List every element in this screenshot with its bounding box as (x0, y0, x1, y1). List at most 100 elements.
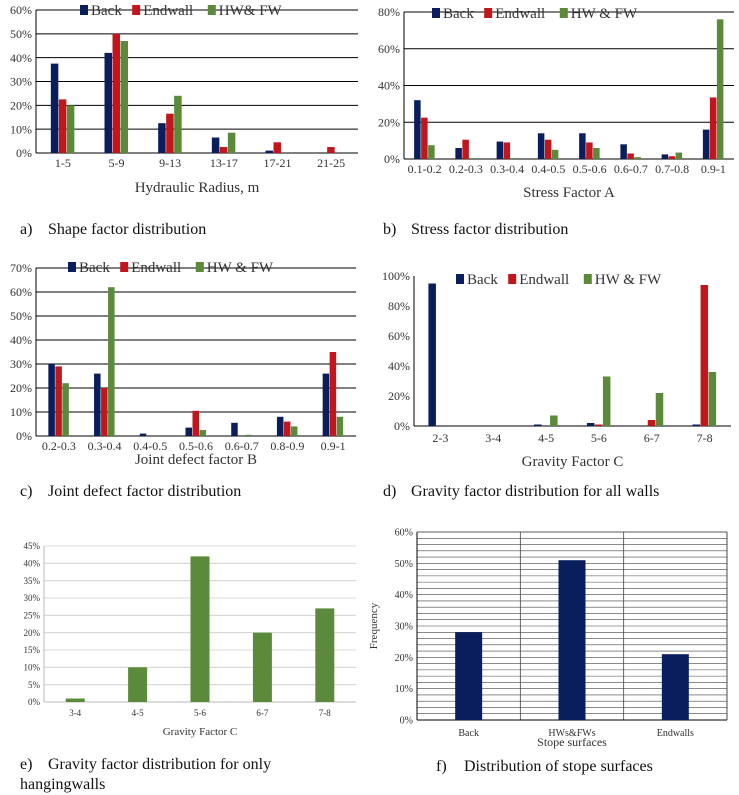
chart-stress-factor: 0% 20% 40% 60% 80% 0.1-0.2 0.2-0.3 0.3-0.4 0.4-0… (378, 5, 734, 201)
bar-hw-fw-7-8 (708, 372, 717, 426)
x-tick-label: 0.6-0.7 (614, 162, 648, 176)
bar-hw-fw-4-5 (550, 415, 558, 426)
bar-back-0-9-1 (322, 373, 330, 436)
x-tick-label: 0.6-0.7 (225, 439, 259, 453)
x-axis-title: Gravity Factor C (163, 726, 238, 738)
y-tick-label: 100% (382, 269, 410, 283)
y-tick-label: 0% (16, 146, 32, 160)
x-tick-label: 7-8 (319, 708, 331, 718)
legend-label-endwall: Endwall (519, 272, 569, 288)
caption-tag: d) (383, 483, 397, 500)
y-tick-label: 40% (388, 359, 410, 373)
bar-endwall-0-4-0-5 (544, 139, 552, 159)
x-tick-label: 0.3-0.4 (490, 162, 524, 176)
y-tick-label: 0% (384, 152, 400, 166)
caption-text: Gravity factor distribution for all wall… (411, 483, 660, 500)
bar-hw-fw-0-5-0-6 (199, 430, 206, 436)
legend-swatch-hw-fw (559, 8, 568, 18)
bar-back-0-7-0-8 (661, 154, 669, 159)
y-tick-label: 10% (10, 405, 32, 419)
bar-back-0-6-0-7 (620, 144, 627, 159)
x-tick-label: Endwalls (657, 728, 694, 739)
bar-endwall-0-2-0-3 (462, 139, 469, 159)
caption-f: f) Distribution of stope surfaces (436, 757, 653, 777)
y-tick-label: 70% (10, 261, 32, 275)
legend-label-hw-fw: HW& FW (219, 3, 283, 19)
bar-value-3-4 (65, 698, 85, 702)
bar-back-9-13 (158, 123, 166, 153)
x-tick-label: 0.7-0.8 (655, 162, 689, 176)
bar-endwall-5-6 (594, 424, 603, 426)
x-tick-label: 3-4 (485, 431, 501, 445)
x-tick-label: 4-5 (132, 708, 144, 718)
legend-swatch-endwall (508, 274, 517, 284)
bar-endwall-7-8 (700, 285, 709, 426)
y-tick-label: 80% (378, 5, 400, 19)
bar-back-4-5 (534, 424, 542, 426)
y-tick-label: 30% (24, 593, 41, 603)
x-tick-label: 0.2-0.3 (449, 162, 483, 176)
x-tick-label: 0.9-1 (701, 162, 726, 176)
bar-value-7-8 (315, 608, 335, 702)
legend-label-back: Back (467, 272, 498, 288)
x-tick-label: 0.5-0.6 (573, 162, 607, 176)
y-tick-label: 60% (395, 528, 413, 539)
y-tick-label: 20% (10, 381, 32, 395)
y-tick-label: 0% (28, 697, 41, 707)
x-tick-label: 6-7 (644, 431, 660, 445)
legend-label-back: Back (79, 260, 110, 276)
y-tick-label: 10% (10, 122, 32, 136)
y-tick-label: 10% (395, 684, 413, 695)
bar-endwall-9-13 (166, 113, 174, 153)
bar-hw-fw-0-2-0-3 (62, 383, 69, 436)
bar-back-13-17 (211, 137, 220, 153)
legend-swatch-endwall (132, 5, 141, 15)
bar-value-endwalls (661, 654, 689, 720)
y-tick-label: 60% (10, 3, 32, 17)
legend-label-endwall: Endwall (131, 260, 181, 276)
x-tick-label: 9-13 (159, 156, 181, 170)
bar-hw-fw-0-8-0-9 (290, 426, 298, 436)
legend-swatch-hw-fw (195, 262, 204, 272)
caption-d: d) Gravity factor distribution for all wa… (383, 482, 659, 502)
chart-stope-surfaces: 0% 10% 20% 30% 40% 50% 60% Back HWs&FWs Endwalls S… (368, 528, 728, 749)
caption-c: c) Joint defect factor distribution (20, 482, 241, 502)
y-tick-label: 30% (395, 622, 413, 633)
y-tick-label: 20% (388, 389, 410, 403)
chart-joint-defect-factor: 0% 10% 20% 30% 40% 50% 60% 70% 0.2-0.3 0.3-0.4 0.4… (10, 260, 356, 468)
bar-endwall-0-9-1 (709, 97, 717, 159)
x-tick-label: 0.9-1 (321, 439, 346, 453)
legend: Back Endwall HW& FW (80, 3, 283, 19)
y-tick-label: 30% (10, 75, 32, 89)
bar-back-0-9-1 (702, 129, 710, 159)
x-tick-label: 0.1-0.2 (408, 162, 442, 176)
legend-label-hw-fw: HW & FW (207, 260, 274, 276)
caption-text: Shape factor distribution (48, 221, 207, 238)
y-tick-label: 50% (395, 559, 413, 570)
y-tick-label: 20% (10, 99, 32, 113)
x-tick-label: 7-8 (697, 431, 713, 445)
x-tick-label: HWs&FWs (548, 728, 595, 739)
x-axis-title: Gravity Factor C (522, 454, 624, 470)
bar-hw-fw-0-6-0-7 (245, 434, 252, 436)
legend: Back Endwall HW & FW (68, 260, 274, 276)
bar-back-0-2-0-3 (455, 147, 462, 159)
bar-endwall-5-9 (112, 33, 120, 154)
bar-endwall-0-5-0-6 (586, 142, 593, 159)
legend-label-endwall: Endwall (495, 6, 545, 22)
y-tick-label: 40% (10, 51, 32, 65)
x-tick-label: 6-7 (256, 708, 268, 718)
bar-endwall-0-1-0-2 (421, 117, 428, 159)
y-tick-label: 40% (378, 79, 400, 93)
bar-hw-fw-6-7 (655, 393, 664, 426)
bar-hw-fw-0-6-0-7 (634, 157, 641, 159)
caption-text: Gravity factor distribution for only han… (20, 756, 272, 793)
bar-back-0-5-0-6 (185, 427, 192, 436)
x-tick-label: 5-9 (109, 156, 125, 170)
bar-hw-fw-5-6 (602, 376, 611, 426)
bar-hw-fw-5-9 (120, 40, 128, 153)
bar-endwall-0-3-0-4 (503, 142, 511, 159)
caption-a: a) Shape factor distribution (20, 220, 206, 240)
x-axis-title: Stope surfaces (537, 735, 607, 749)
bar-back-1-5 (50, 63, 59, 153)
